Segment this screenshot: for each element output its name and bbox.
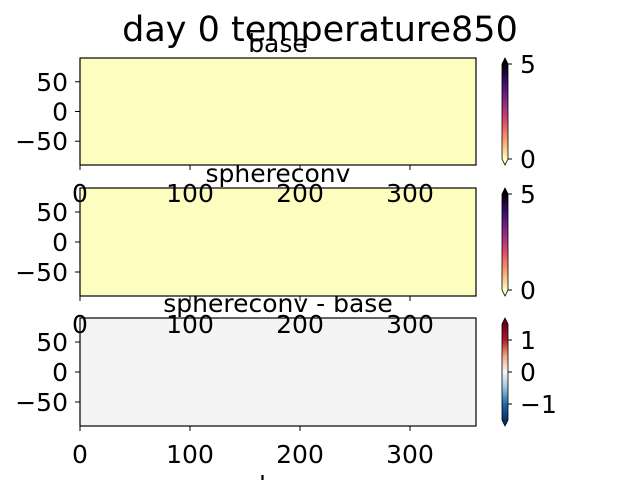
x-tick-label: 100	[166, 440, 214, 469]
x-tick-label: 0	[72, 310, 88, 339]
x-tick-label: 0	[72, 179, 88, 208]
colorbar-tick-label: 1	[520, 326, 536, 355]
subplot-title: base	[248, 29, 308, 58]
heatmap-field	[80, 188, 476, 296]
colorbar-extend-max	[502, 318, 508, 324]
y-tick-label: 50	[36, 328, 68, 357]
y-tick-label: 0	[52, 98, 68, 127]
y-tick-label: −50	[15, 127, 68, 156]
colorbar-extend-max	[502, 58, 508, 64]
figure-title: day 0 temperature850	[122, 10, 518, 50]
x-tick-label: 100	[166, 179, 214, 208]
colorbar-tick-label: 5	[520, 180, 536, 209]
x-tick-label: 300	[386, 179, 434, 208]
x-tick-label: 300	[386, 440, 434, 469]
colorbar	[502, 324, 508, 420]
x-tick-label: 100	[166, 310, 214, 339]
colorbar-tick-label: 0	[520, 358, 536, 387]
y-tick-label: 50	[36, 198, 68, 227]
colorbar-extend-min	[502, 290, 508, 296]
y-tick-label: 0	[52, 228, 68, 257]
x-tick-label: 200	[276, 179, 324, 208]
colorbar-tick-label: 0	[520, 145, 536, 174]
colorbar-tick-label: 0	[520, 276, 536, 305]
colorbar-extend-max	[502, 188, 508, 194]
colorbar-tick-label: 5	[520, 50, 536, 79]
x-tick-label: 300	[386, 310, 434, 339]
colorbar-tick-label: −1	[520, 390, 557, 419]
colorbar-extend-min	[502, 420, 508, 426]
y-tick-label: −50	[15, 258, 68, 287]
x-axis-label: lon	[259, 471, 297, 480]
colorbar	[502, 194, 508, 290]
y-tick-label: −50	[15, 388, 68, 417]
colorbar	[502, 64, 508, 159]
y-tick-label: 0	[52, 358, 68, 387]
colorbar-extend-min	[502, 159, 508, 165]
y-tick-label: 50	[36, 68, 68, 97]
x-tick-label: 200	[276, 310, 324, 339]
x-tick-label: 200	[276, 440, 324, 469]
heatmap-field	[80, 318, 476, 426]
x-tick-label: 0	[72, 440, 88, 469]
colorbar-outline	[501, 317, 509, 427]
heatmap-field	[80, 58, 476, 165]
